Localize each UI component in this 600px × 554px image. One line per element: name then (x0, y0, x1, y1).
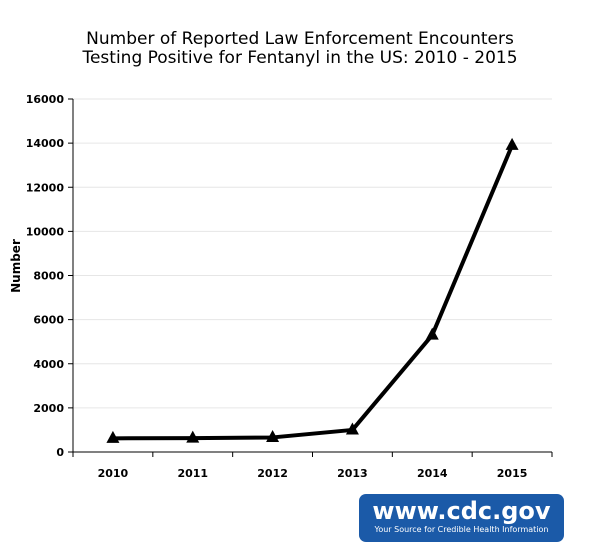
data-point-marker (266, 429, 280, 442)
cdc-logo-badge: www.cdc.gov Your Source for Credible Hea… (359, 494, 564, 542)
y-tick-label: 14000 (26, 137, 65, 150)
axes (68, 98, 553, 457)
cdc-site-text: www.cdc.gov (372, 497, 551, 525)
chart-title-line-2: Testing Positive for Fentanyl in the US:… (82, 48, 518, 68)
y-tick-label: 6000 (33, 314, 64, 327)
gridlines (73, 98, 552, 409)
x-tick-label: 2014 (417, 467, 448, 480)
line-chart: 0 2000 4000 6000 8000 10000 12000 14000 16000 20… (9, 93, 553, 480)
x-tick-labels: 2010 2011 2012 2013 2014 2015 (98, 467, 528, 480)
x-tick-label: 2010 (98, 467, 129, 480)
chart-title: Number of Reported Law Enforcement Encou… (0, 30, 600, 68)
x-tick-label: 2013 (337, 467, 368, 480)
y-tick-label: 10000 (26, 225, 65, 238)
y-tick-label: 0 (56, 446, 64, 459)
x-tick-label: 2012 (257, 467, 288, 480)
cdc-tagline: Your Source for Credible Health Informat… (374, 525, 549, 534)
data-point-marker (505, 137, 519, 150)
y-tick-label: 2000 (33, 402, 64, 415)
y-axis-label: Number (9, 239, 23, 293)
data-point-marker (186, 430, 200, 443)
data-point-marker (345, 422, 359, 435)
data-point-marker (106, 430, 120, 443)
y-tick-label: 4000 (33, 358, 64, 371)
x-tick-label: 2015 (497, 467, 528, 480)
x-tick-label: 2011 (177, 467, 208, 480)
y-tick-label: 8000 (33, 270, 64, 283)
chart-title-line-1: Number of Reported Law Enforcement Encou… (86, 29, 514, 49)
y-tick-label: 16000 (26, 93, 65, 106)
data-series (106, 137, 519, 443)
series-line (110, 143, 515, 441)
y-tick-labels: 0 2000 4000 6000 8000 10000 12000 14000 16000 (26, 93, 65, 459)
data-point-marker (425, 327, 439, 340)
y-tick-label: 12000 (26, 181, 65, 194)
